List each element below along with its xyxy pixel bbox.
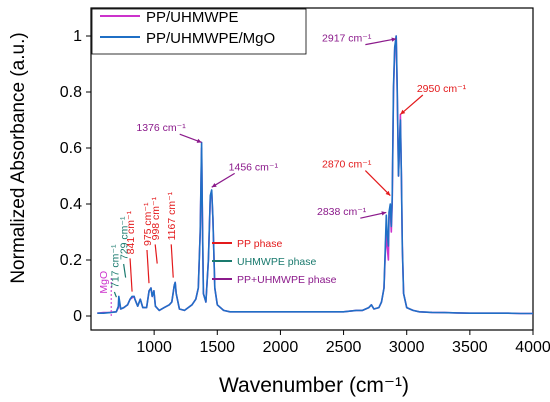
y-tick-label: 0.2 — [60, 252, 82, 269]
annotation-arrow — [129, 258, 133, 292]
annotation-label: 998 cm⁻¹ — [150, 196, 162, 240]
annotation-arrowhead — [381, 211, 387, 216]
x-tick-label: 2000 — [263, 339, 299, 356]
x-axis-title: Wavenumber (cm⁻¹) — [219, 374, 409, 397]
phase-legend-entry: PP phase — [237, 238, 283, 250]
annotation-arrow — [113, 291, 117, 298]
annotation-label: MgO — [98, 271, 110, 294]
y-tick-label: 1 — [73, 28, 82, 45]
series-line — [97, 35, 533, 315]
y-tick-label: 0.6 — [60, 140, 82, 157]
y-tick-label: 0.4 — [60, 196, 82, 213]
legend-entry: PP/UHMWPE/MgO — [146, 30, 275, 47]
x-tick-label: 4000 — [515, 339, 550, 356]
annotation-label: 2917 cm⁻¹ — [322, 33, 372, 45]
axis-ticks: 1000 1500 2000 2500 3000 3500 4000 0 0.2 0.4 0.6 0.… — [60, 28, 550, 356]
x-tick-label: 3500 — [452, 339, 488, 356]
plot-area — [90, 7, 534, 331]
annotation-arrow — [364, 170, 391, 197]
x-tick-label: 3000 — [389, 339, 425, 356]
phase-legend: PP phase UHMWPE phase PP+UHMWPE phase — [212, 238, 337, 286]
annotation-arrowhead — [385, 190, 391, 196]
annotation-arrow — [154, 244, 158, 264]
annotation-label: 1376 cm⁻¹ — [136, 122, 186, 134]
annotation-label: 975 cm⁻¹ — [142, 202, 154, 246]
annotation-arrowhead — [400, 109, 406, 115]
y-tick-label: 0 — [73, 308, 82, 325]
annotation-arrow — [146, 249, 150, 284]
annotation-label: 2838 cm⁻¹ — [317, 206, 367, 218]
annotation-label: 841 cm⁻¹ — [125, 210, 137, 254]
annotation-arrow — [123, 263, 127, 278]
annotation-label: 717 cm⁻¹ — [109, 244, 121, 288]
x-tick-label: 2500 — [326, 339, 362, 356]
annotation-label: 2870 cm⁻¹ — [322, 159, 372, 171]
annotation-label: 1456 cm⁻¹ — [229, 161, 279, 173]
series-line — [97, 35, 533, 315]
annotation-arrow — [400, 94, 424, 115]
phase-legend-entry: PP+UHMWPE phase — [237, 274, 337, 286]
x-tick-label: 1500 — [199, 339, 235, 356]
y-tick-label: 0.8 — [60, 84, 82, 101]
annotation-arrowhead — [391, 37, 397, 42]
annotation-label: 729 cm⁻¹ — [119, 216, 131, 260]
y-axis-title: Normalized Absorbance (a.u.) — [8, 32, 29, 283]
annotation-label: 1167 cm⁻¹ — [166, 191, 178, 240]
plot-frame — [90, 7, 534, 331]
phase-legend-entry: UHMWPE phase — [237, 256, 317, 268]
annotation-arrowhead — [211, 183, 217, 188]
series-legend: PP/UHMWPE PP/UHMWPE/MgO — [91, 8, 307, 55]
x-tick-label: 1000 — [136, 339, 172, 356]
annotation-arrowhead — [196, 138, 202, 143]
annotation-arrow — [170, 244, 174, 278]
annotation-arrow — [365, 38, 397, 46]
annotation-label: 2950 cm⁻¹ — [417, 83, 467, 95]
legend-entry: PP/UHMWPE — [146, 9, 239, 26]
